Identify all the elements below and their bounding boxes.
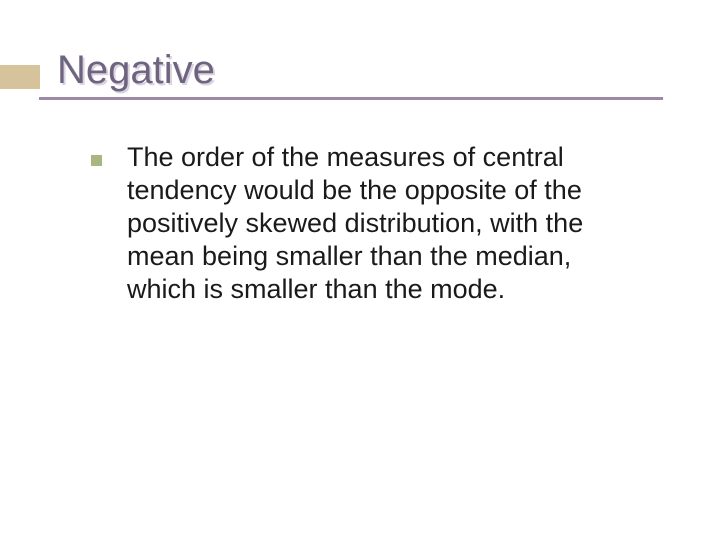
- slide-title: Negative: [57, 49, 215, 91]
- slide: Negative Negative The order of the measu…: [0, 0, 720, 540]
- bullet-marker-icon: [91, 155, 102, 166]
- title-underline: [39, 97, 663, 100]
- bullet-text: The order of the measures of central ten…: [127, 141, 647, 306]
- accent-bar: [0, 65, 40, 89]
